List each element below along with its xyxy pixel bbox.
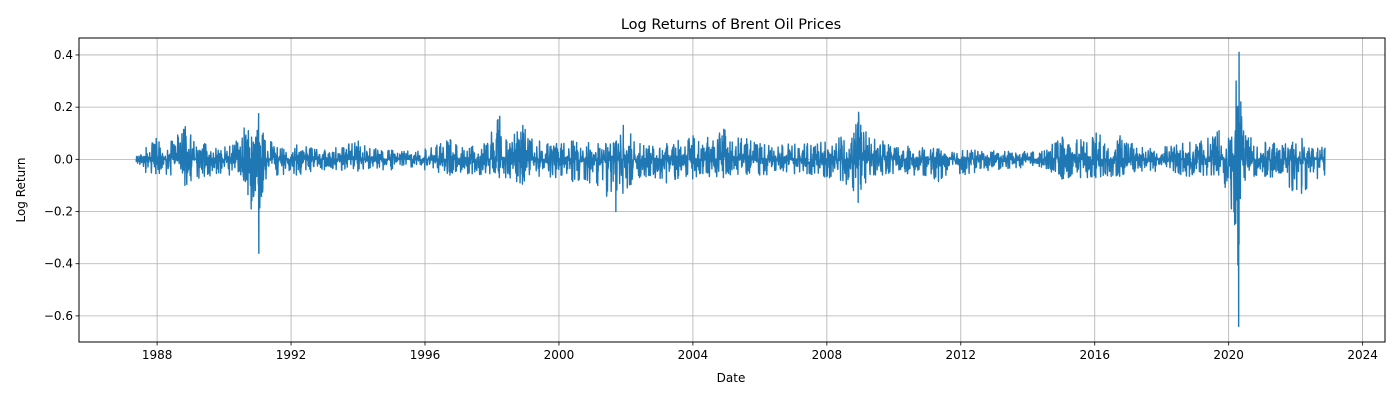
x-tick-label: 2008	[812, 348, 843, 362]
chart-title: Log Returns of Brent Oil Prices	[621, 17, 841, 33]
y-tick-label: −0.6	[44, 309, 73, 323]
x-tick-label: 2012	[946, 348, 977, 362]
y-tick-label: 0.0	[54, 152, 73, 166]
y-tick-label: −0.2	[44, 205, 73, 219]
plot-frame	[78, 37, 1386, 343]
x-tick-label: 2020	[1213, 348, 1244, 362]
y-tick-label: −0.4	[44, 257, 73, 271]
x-tick-label: 2016	[1079, 348, 1110, 362]
series-layer	[135, 51, 1326, 328]
x-tick-label: 2000	[544, 348, 575, 362]
x-tick-label: 1988	[142, 348, 173, 362]
x-axis-label: Date	[717, 371, 746, 385]
y-tick-label: 0.4	[54, 48, 73, 62]
x-tick-label: 2004	[678, 348, 709, 362]
log-return-line	[135, 51, 1326, 328]
x-tick-label: 1992	[276, 348, 307, 362]
x-tick-label: 2024	[1347, 348, 1378, 362]
y-axis-label: Log Return	[14, 157, 28, 222]
y-tick-label: 0.2	[54, 100, 73, 114]
x-tick-label: 1996	[410, 348, 441, 362]
ticks: 1988 1992 1996 2000 2004 2008 2012 2016 2020 2024…	[44, 48, 1378, 362]
